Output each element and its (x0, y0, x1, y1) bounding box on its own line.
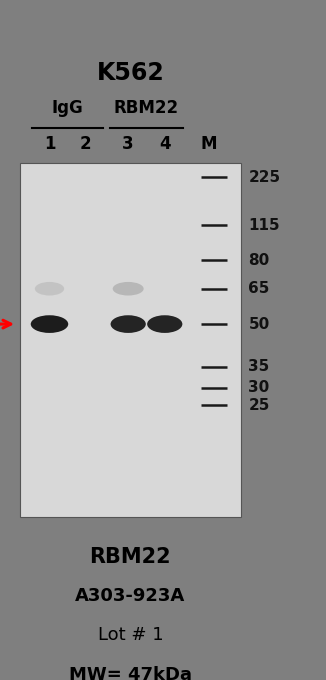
Text: 1: 1 (44, 135, 55, 153)
Text: 2: 2 (79, 135, 91, 153)
Ellipse shape (111, 316, 146, 333)
Ellipse shape (147, 316, 182, 333)
Text: A303-923A: A303-923A (75, 587, 185, 605)
Text: 3: 3 (122, 135, 134, 153)
Bar (20, 163, 241, 517)
Text: Lot # 1: Lot # 1 (97, 626, 163, 644)
Text: RBM22: RBM22 (90, 547, 171, 567)
Text: 50: 50 (248, 317, 270, 332)
Text: 80: 80 (248, 253, 270, 268)
Text: MW= 47kDa: MW= 47kDa (69, 666, 192, 680)
Text: RBM22: RBM22 (114, 99, 179, 117)
Ellipse shape (35, 282, 64, 296)
Text: 65: 65 (248, 282, 270, 296)
Text: M: M (201, 135, 217, 153)
Text: K562: K562 (96, 61, 164, 85)
Text: 25: 25 (248, 398, 270, 413)
Ellipse shape (31, 316, 68, 333)
Ellipse shape (113, 282, 144, 296)
Text: 30: 30 (248, 380, 270, 395)
Text: 35: 35 (248, 359, 270, 374)
Text: 115: 115 (248, 218, 280, 233)
Text: IgG: IgG (52, 99, 83, 117)
Text: 225: 225 (248, 170, 281, 185)
Text: 4: 4 (159, 135, 170, 153)
